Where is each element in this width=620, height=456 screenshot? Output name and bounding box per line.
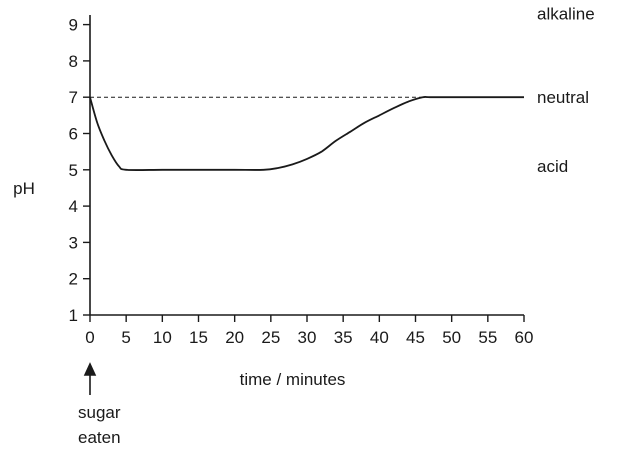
x-tick-label: 50 xyxy=(442,328,461,347)
x-tick-label: 20 xyxy=(225,328,244,347)
x-axis-title: time / minutes xyxy=(240,370,346,389)
y-tick-label: 4 xyxy=(69,197,78,216)
y-axis-title: pH xyxy=(13,179,35,198)
axes xyxy=(89,15,524,316)
ph-curve xyxy=(89,95,524,171)
y-tick-label: 5 xyxy=(69,161,78,180)
region-label: acid xyxy=(537,157,568,176)
x-tick-label: 15 xyxy=(189,328,208,347)
y-tick-label: 7 xyxy=(69,88,78,107)
annotation-line-1: sugar xyxy=(78,403,121,422)
y-tick-label: 2 xyxy=(69,270,78,289)
region-label: neutral xyxy=(537,88,589,107)
y-tick-label: 1 xyxy=(69,306,78,325)
annotation-line-2: eaten xyxy=(78,428,121,447)
x-tick-label: 25 xyxy=(261,328,280,347)
region-labels: alkaline neutral acid xyxy=(537,5,595,176)
x-tick-label: 35 xyxy=(334,328,353,347)
y-tick-label: 6 xyxy=(69,125,78,144)
y-tick-label: 9 xyxy=(69,16,78,35)
x-tick-label: 0 xyxy=(85,328,94,347)
sugar-eaten-annotation: sugar eaten xyxy=(78,362,121,447)
x-tick-label: 30 xyxy=(298,328,317,347)
x-tick-label: 45 xyxy=(406,328,425,347)
region-label: alkaline xyxy=(537,5,595,24)
arrow-up-icon xyxy=(83,362,97,395)
x-tick-label: 5 xyxy=(121,328,130,347)
y-tick-label: 3 xyxy=(69,233,78,252)
y-tick-label: 8 xyxy=(69,52,78,71)
x-tick-label: 10 xyxy=(153,328,172,347)
x-tick-label: 40 xyxy=(370,328,389,347)
x-tick-label: 60 xyxy=(515,328,534,347)
x-tick-label: 55 xyxy=(478,328,497,347)
